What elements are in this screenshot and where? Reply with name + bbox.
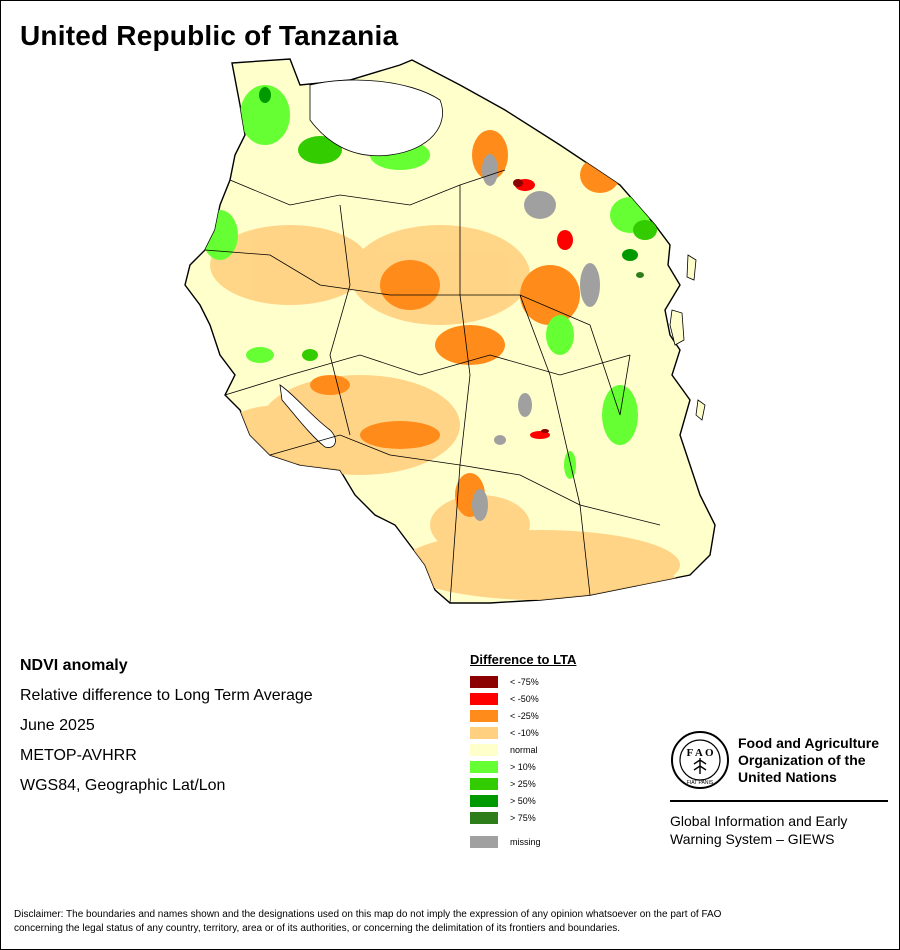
legend-label: missing — [510, 836, 541, 847]
svg-text:F A O: F A O — [686, 747, 714, 759]
legend-swatch — [470, 726, 498, 739]
lake-tanganyika — [279, 384, 336, 448]
fao-org-line2: Organization of the — [738, 751, 866, 768]
product-description: Relative difference to Long Term Average — [20, 687, 313, 704]
svg-text:FIAT PANIS: FIAT PANIS — [687, 780, 714, 786]
tanzania-ndvi-map — [184, 58, 716, 604]
legend-item: > 10% — [470, 758, 576, 775]
pemba-island — [686, 254, 697, 281]
fao-org-line1: Food and Agriculture — [738, 734, 880, 751]
lake-victoria — [309, 79, 443, 157]
legend-item: < -10% — [470, 724, 576, 741]
legend-swatch — [470, 743, 498, 756]
disclaimer-line2: concerning the legal status of any count… — [14, 923, 621, 934]
legend-item: > 25% — [470, 775, 576, 792]
disclaimer: Disclaimer: The boundaries and names sho… — [14, 908, 884, 936]
legend-label: normal — [510, 744, 538, 755]
legend-item: < -75% — [470, 673, 576, 690]
legend-label: > 75% — [510, 812, 536, 823]
disclaimer-line1: Disclaimer: The boundaries and names sho… — [14, 909, 722, 920]
legend-swatch — [470, 811, 498, 824]
legend-label: > 10% — [510, 761, 536, 772]
zanzibar-island — [669, 309, 685, 346]
divider — [670, 800, 888, 802]
legend-item: > 75% — [470, 809, 576, 826]
legend-swatch — [470, 760, 498, 773]
legend-item-missing: missing — [470, 833, 576, 850]
time-period: June 2025 — [20, 717, 95, 734]
legend-label: < -25% — [510, 710, 539, 721]
legend-swatch — [470, 675, 498, 688]
legend-item: < -25% — [470, 707, 576, 724]
legend-label: > 25% — [510, 778, 536, 789]
legend-swatch — [470, 709, 498, 722]
sensor-name: METOP-AVHRR — [20, 747, 137, 764]
legend-swatch — [470, 692, 498, 705]
legend-item: > 50% — [470, 792, 576, 809]
map-info: NDVI anomaly Relative difference to Long… — [20, 656, 313, 806]
legend-item: normal — [470, 741, 576, 758]
legend-label: < -10% — [510, 727, 539, 738]
legend-swatch — [470, 835, 498, 848]
giews-line2: Warning System – GIEWS — [670, 831, 835, 847]
product-name: NDVI anomaly — [20, 657, 128, 674]
legend-swatch — [470, 777, 498, 790]
regional-boundaries — [204, 169, 661, 604]
fao-branding: F A O FIAT PANIS Food and Agriculture Or… — [670, 730, 890, 848]
mafia-island — [695, 399, 706, 421]
legend-label: < -75% — [510, 676, 539, 687]
legend-label: > 50% — [510, 795, 536, 806]
legend-label: < -50% — [510, 693, 539, 704]
legend-title: Difference to LTA — [470, 652, 577, 667]
projection: WGS84, Geographic Lat/Lon — [20, 777, 226, 794]
legend-swatch — [470, 794, 498, 807]
legend: Difference to LTA < -75% < -50% < -25% <… — [470, 652, 576, 850]
fao-org-line3: United Nations — [738, 768, 837, 785]
fao-logo-icon: F A O FIAT PANIS — [671, 731, 729, 789]
giews-line1: Global Information and Early — [670, 813, 848, 829]
map-title: United Republic of Tanzania — [20, 20, 399, 51]
legend-item: < -50% — [470, 690, 576, 707]
